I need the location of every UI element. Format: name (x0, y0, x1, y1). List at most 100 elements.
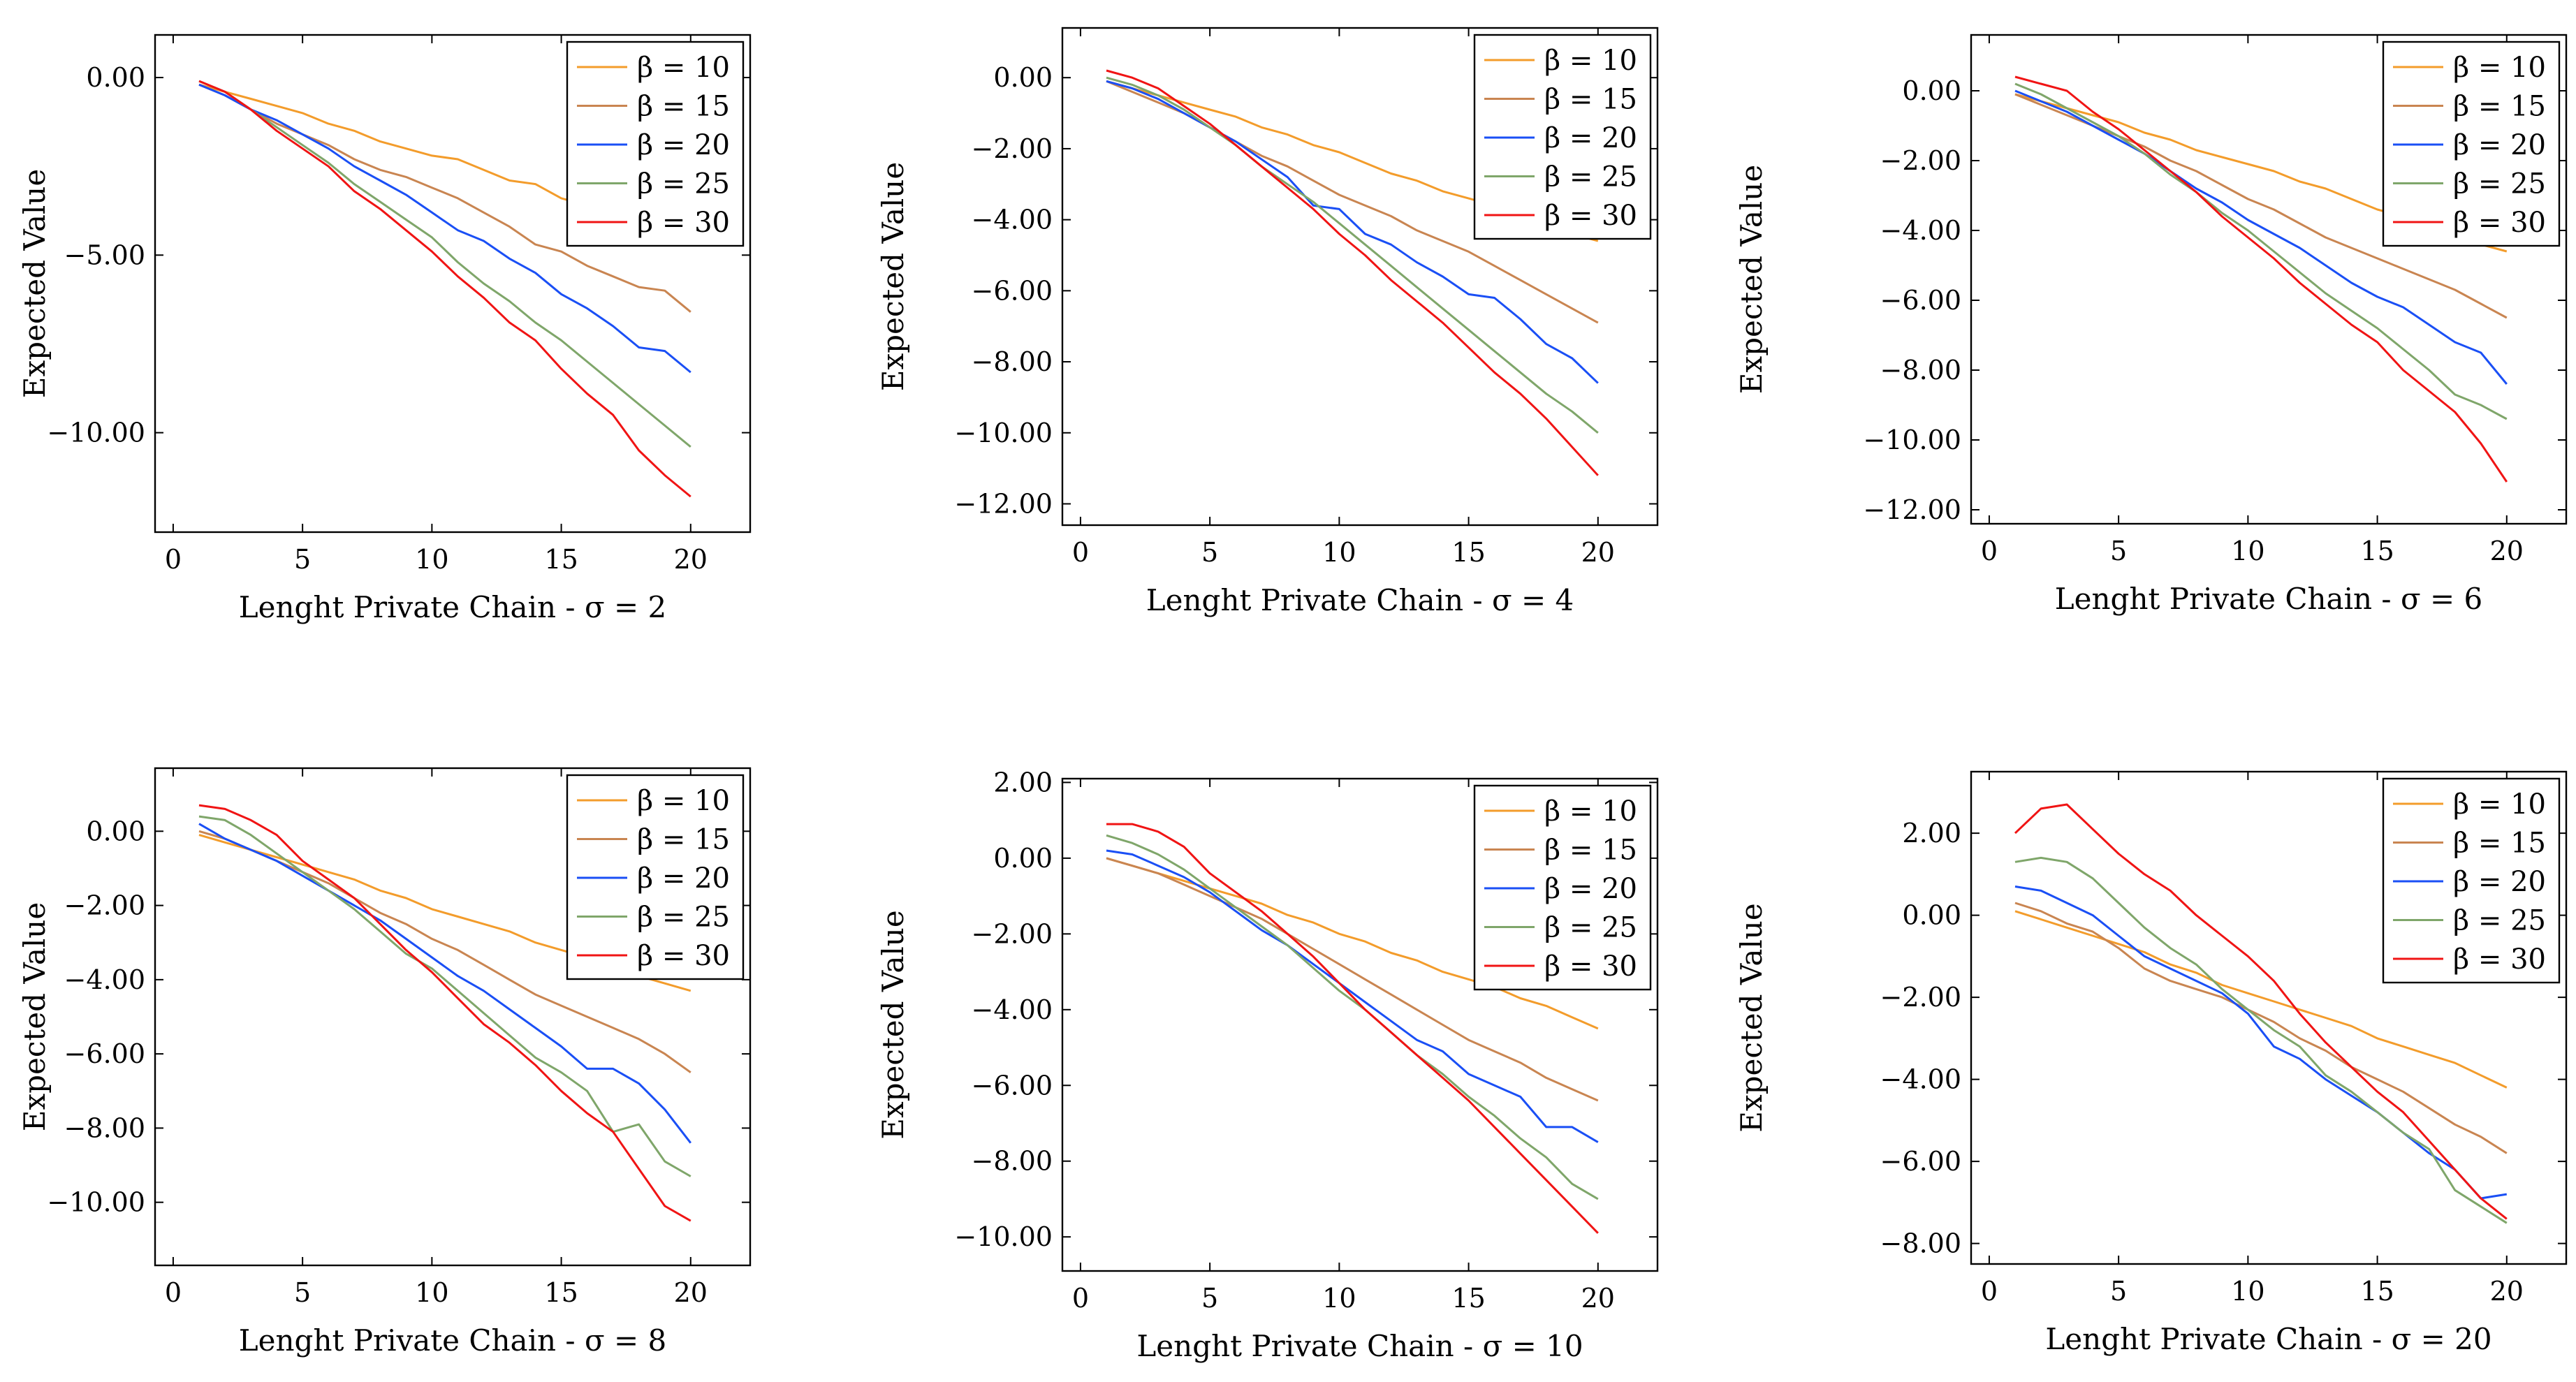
chart-panel-sigma-20: 0 5 10 15 20 2.00 0.00 −2.00 −4.00 −6.00 −8.00 Leng… (1734, 770, 2568, 1356)
y-axis-label: Expected Value (1734, 165, 1769, 394)
x-tick-label: 20 (1581, 537, 1615, 568)
legend-label-beta-10: β = 10 (2453, 52, 2546, 84)
x-tick-label: 20 (2490, 1276, 2524, 1307)
series-line-beta-25 (1106, 76, 1599, 434)
y-tick-label: −10.00 (47, 418, 145, 448)
legend-label-beta-15: β = 15 (1544, 835, 1637, 867)
series-line-beta-30 (2014, 803, 2508, 1220)
y-tick-label: −6.00 (64, 1038, 145, 1069)
x-tick-label: 0 (1981, 1276, 1998, 1307)
series-line-beta-20 (1106, 849, 1599, 1143)
legend-label-beta-25: β = 25 (1544, 161, 1637, 193)
legend-label-beta-15: β = 15 (2453, 828, 2546, 860)
y-tick-label: 0.00 (86, 62, 145, 93)
axes-frame (1061, 27, 1659, 527)
x-tick-label: 20 (674, 1277, 708, 1308)
legend-label-beta-10: β = 10 (1544, 45, 1637, 77)
y-tick-label: −2.00 (1880, 982, 1961, 1013)
x-tick-label: 5 (2110, 536, 2127, 566)
x-tick-label: 20 (2490, 536, 2524, 566)
series-line-beta-30 (1106, 823, 1599, 1234)
x-tick-label: 15 (1451, 537, 1485, 568)
y-tick-label: −12.00 (954, 488, 1053, 519)
y-tick-label: −8.00 (972, 346, 1053, 377)
x-tick-label: 15 (544, 1277, 578, 1308)
y-tick-label: −4.00 (972, 994, 1053, 1025)
series-line-beta-20 (1106, 80, 1599, 384)
series-line-beta-25 (2014, 82, 2508, 420)
y-tick-label: −8.00 (1880, 355, 1961, 385)
y-tick-label: 0.00 (993, 843, 1053, 874)
legend: β = 10 β = 15 β = 20 β = 25 β = 30 (2382, 777, 2561, 984)
x-tick-label: 20 (1581, 1283, 1615, 1314)
x-tick-label: 10 (415, 544, 448, 575)
legend: β = 10 β = 15 β = 20 β = 25 β = 30 (1473, 34, 1652, 240)
legend-label-beta-30: β = 30 (2453, 943, 2546, 976)
x-tick-label: 5 (1201, 537, 1218, 568)
legend-label-beta-10: β = 10 (2453, 788, 2546, 821)
x-tick-label: 5 (294, 544, 311, 575)
legend-label-beta-20: β = 20 (637, 862, 730, 895)
series-line-beta-30 (2014, 75, 2508, 483)
y-tick-label: −6.00 (1880, 1146, 1961, 1177)
x-tick-label: 10 (1322, 537, 1356, 568)
y-tick-label: −10.00 (954, 418, 1053, 448)
x-tick-label: 0 (1072, 537, 1089, 568)
x-axis-label: Lenght Private Chain - σ = 4 (1146, 583, 1574, 617)
legend-label-beta-15: β = 15 (637, 91, 730, 123)
legend-label-beta-25: β = 25 (2453, 168, 2546, 200)
series-line-beta-10 (1106, 857, 1599, 1030)
x-tick-label: 10 (2231, 536, 2264, 566)
x-tick-label: 5 (2110, 1276, 2127, 1307)
x-tick-label: 10 (1322, 1283, 1356, 1314)
y-tick-label: −5.00 (64, 240, 145, 270)
x-tick-label: 5 (294, 1277, 311, 1308)
legend-label-beta-20: β = 20 (2453, 866, 2546, 898)
legend: β = 10 β = 15 β = 20 β = 25 β = 30 (566, 774, 745, 980)
legend-label-beta-25: β = 25 (1544, 912, 1637, 944)
x-tick-label: 0 (165, 544, 182, 575)
legend-label-beta-15: β = 15 (2453, 91, 2546, 123)
y-tick-label: 0.00 (1902, 75, 1961, 106)
series-line-beta-30 (1106, 69, 1599, 476)
legend-label-beta-15: β = 15 (637, 824, 730, 856)
y-tick-label: 0.00 (993, 62, 1053, 93)
x-axis-label: Lenght Private Chain - σ = 20 (2045, 1322, 2491, 1356)
legend-label-beta-25: β = 25 (637, 902, 730, 934)
y-axis-label: Expected Value (876, 910, 910, 1139)
axes-frame (154, 767, 752, 1267)
y-tick-label: 2.00 (993, 767, 1053, 797)
legend-label-beta-10: β = 10 (1544, 795, 1637, 828)
y-tick-label: −10.00 (47, 1187, 145, 1218)
chart-panel-sigma-2: 0 5 10 15 20 0.00 −5.00 −10.00 Lenght Private Ch… (17, 34, 752, 624)
legend-label-beta-20: β = 20 (2453, 129, 2546, 161)
x-tick-label: 5 (1201, 1283, 1218, 1314)
y-tick-label: −4.00 (64, 964, 145, 995)
y-tick-label: −2.00 (972, 918, 1053, 949)
series-line-beta-15 (2014, 902, 2508, 1154)
x-axis-label: Lenght Private Chain - σ = 8 (239, 1323, 666, 1358)
series-line-beta-30 (198, 80, 691, 498)
legend-label-beta-30: β = 30 (637, 207, 730, 239)
y-tick-label: −2.00 (972, 133, 1053, 164)
y-tick-label: −8.00 (1880, 1228, 1961, 1259)
x-tick-label: 15 (1451, 1283, 1485, 1314)
legend-label-beta-25: β = 25 (2453, 905, 2546, 937)
y-tick-label: −4.00 (1880, 1064, 1961, 1095)
series-line-beta-15 (1106, 857, 1599, 1102)
series-line-beta-25 (2014, 856, 2508, 1224)
y-tick-label: −2.00 (64, 890, 145, 921)
series-line-beta-25 (1106, 834, 1599, 1200)
legend: β = 10 β = 15 β = 20 β = 25 β = 30 (2382, 41, 2561, 247)
y-axis-label: Expected Value (1734, 903, 1769, 1132)
y-tick-label: 2.00 (1902, 818, 1961, 848)
y-tick-label: −4.00 (1880, 215, 1961, 246)
legend: β = 10 β = 15 β = 20 β = 25 β = 30 (566, 41, 745, 247)
legend-label-beta-30: β = 30 (637, 940, 730, 972)
legend-label-beta-30: β = 30 (2453, 207, 2546, 239)
y-tick-label: −8.00 (64, 1112, 145, 1143)
legend-label-beta-10: β = 10 (637, 785, 730, 817)
axes-frame (1061, 777, 1659, 1272)
series-line-beta-10 (2014, 910, 2508, 1089)
x-tick-label: 15 (2360, 536, 2394, 566)
